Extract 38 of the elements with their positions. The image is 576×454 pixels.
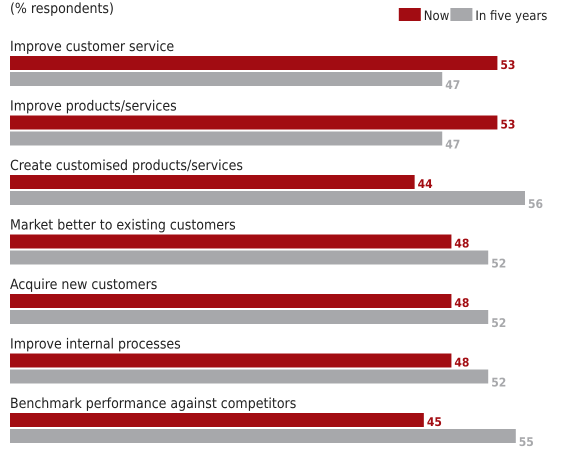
data-label: 52	[491, 316, 506, 330]
legend-label: Now	[424, 9, 450, 24]
data-label: 53	[500, 118, 516, 132]
bar	[10, 429, 516, 443]
data-label: 53	[500, 58, 516, 72]
data-label: 48	[454, 356, 470, 370]
data-label: 45	[426, 415, 442, 429]
bar	[10, 310, 488, 324]
chart-subtitle: (% respondents)	[10, 1, 114, 17]
bar	[10, 56, 498, 70]
data-label: 56	[528, 197, 544, 211]
bar	[10, 116, 498, 130]
bar	[10, 354, 452, 368]
bar	[10, 72, 442, 86]
bar	[10, 370, 488, 384]
bar	[10, 234, 452, 248]
data-label: 52	[491, 256, 506, 270]
data-label: 44	[418, 177, 434, 191]
bar	[10, 413, 424, 427]
y-tick-label: Improve customer service	[10, 39, 174, 55]
data-label: 48	[454, 296, 470, 310]
data-label: 47	[445, 138, 460, 152]
y-tick-label: Market better to existing customers	[10, 218, 236, 234]
y-tick-label: Acquire new customers	[10, 277, 158, 293]
y-tick-label: Create customised products/services	[10, 158, 243, 174]
legend-label: In five years	[475, 9, 548, 24]
data-label: 52	[491, 376, 506, 390]
y-tick-label: Improve internal processes	[10, 336, 181, 352]
data-label: 55	[518, 435, 534, 449]
y-tick-label: Benchmark performance against competitors	[10, 396, 296, 412]
bar	[10, 175, 415, 189]
data-label: 47	[445, 78, 460, 92]
bar	[10, 294, 452, 308]
y-tick-label: Improve products/services	[10, 98, 177, 114]
bar	[10, 250, 488, 264]
bar	[10, 132, 442, 146]
data-label: 48	[454, 236, 470, 250]
bar	[10, 191, 525, 205]
